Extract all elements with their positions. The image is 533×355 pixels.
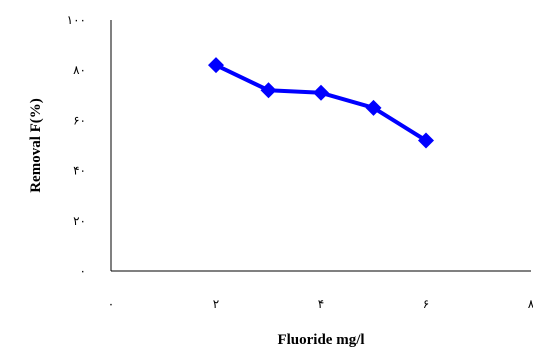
series-line (214, 63, 428, 143)
x-tick-label: ۲ (213, 297, 219, 311)
tick-labels: ۰ ۲۰ ۴۰ ۶۰ ۸۰ ۱۰۰ ۰ ۲ ۴ ۶ ۸ (67, 13, 533, 311)
y-tick-label: ۸۰ (73, 63, 86, 77)
data-point-marker (418, 132, 434, 149)
x-tick-label: ۶ (423, 297, 429, 311)
y-tick-label: ۰ (80, 264, 86, 278)
axes (110, 20, 531, 272)
x-tick-label: ۴ (318, 297, 324, 311)
y-tick-label: ۱۰۰ (67, 13, 86, 27)
data-point-marker (208, 57, 224, 74)
y-tick-label: ۶۰ (73, 113, 86, 127)
x-tick-label: ۰ (108, 297, 114, 311)
x-tick-label: ۸ (528, 297, 533, 311)
data-point-marker (260, 82, 277, 99)
y-tick-label: ۴۰ (73, 164, 86, 178)
y-tick-label: ۲۰ (73, 214, 86, 228)
data-point-marker (365, 99, 382, 116)
data-point-marker (313, 84, 329, 101)
x-axis-title: Fluoride mg/l (277, 332, 364, 348)
y-axis-title: Removal F(%) (28, 98, 44, 193)
series (208, 57, 434, 149)
